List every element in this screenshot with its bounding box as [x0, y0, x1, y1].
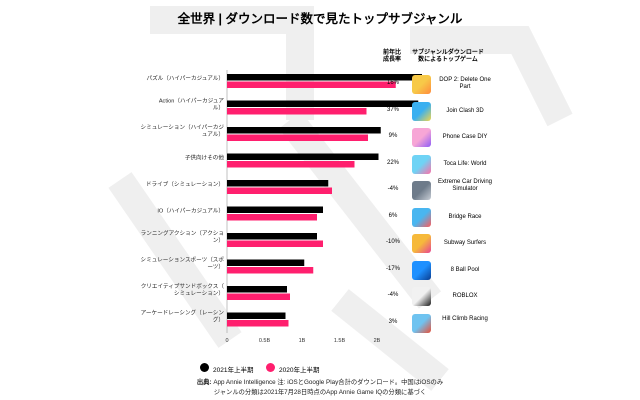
- top-game-name: DOP 2: Delete One Part: [439, 77, 491, 90]
- bar-2020: [227, 214, 317, 221]
- top-game-name: Join Clash 3D: [446, 107, 484, 114]
- yoy-growth-value: 9%: [388, 133, 398, 139]
- yoy-growth-value: 3%: [388, 318, 398, 325]
- footer-source-label: 出典:: [196, 379, 212, 386]
- top-game-name: ROBLOX: [452, 293, 478, 299]
- legend-label-2021: 2021年上半期: [213, 367, 254, 374]
- category-label: クリエイティブサンドボックス（シミュレーション）: [141, 282, 225, 297]
- top-game-name: Toca Life: World: [443, 160, 487, 167]
- bar-2021: [227, 153, 379, 160]
- category-label: 子供向けその他: [185, 154, 225, 162]
- bar-2020: [227, 320, 289, 327]
- hill-climb-icon: [412, 313, 431, 333]
- join-clash-icon: [412, 101, 431, 121]
- bar-2021: [227, 312, 286, 319]
- top-game-name: Subway Surfers: [443, 240, 487, 246]
- roblox-icon: [412, 287, 431, 306]
- 8-ball-pool-icon: [412, 260, 431, 280]
- legend-swatch-2020: [266, 363, 275, 372]
- legend-label-2020: 2020年上半期: [279, 367, 320, 374]
- bar-2021: [227, 180, 329, 187]
- bridge-race-icon: [412, 207, 431, 227]
- yoy-growth-value: -4%: [387, 186, 399, 192]
- bar-2020: [227, 81, 396, 88]
- bar-2020: [227, 161, 355, 168]
- subway-surfers-icon: [412, 234, 431, 253]
- bar-2020: [227, 240, 323, 247]
- legend-swatch-2021: [200, 363, 209, 372]
- page-title: 全世界 | ダウンロード数で見たトップサブジャンル: [177, 12, 463, 26]
- top-game-name: Phone Case DIY: [442, 134, 488, 140]
- top-game-name: Bridge Race: [448, 213, 482, 220]
- yoy-growth-value: -17%: [385, 265, 400, 272]
- bar-2021: [227, 233, 317, 240]
- dop2-icon: [412, 75, 431, 94]
- yoy-growth-value: 37%: [386, 106, 399, 113]
- bar-2020: [227, 293, 290, 300]
- bar-2021: [227, 100, 419, 107]
- bar-2021: [227, 127, 381, 134]
- x-tick-label: 0.5B: [259, 338, 271, 344]
- category-label: ドライブ（シミュレーション）: [146, 180, 224, 188]
- bar-2020: [227, 134, 368, 141]
- top-game-name: Hill Climb Racing: [442, 315, 488, 322]
- category-label: ランニングアクション（アクション）: [141, 229, 224, 244]
- footer-source-text: App Annie Intelligence 注: iOSとGoogle Pla…: [213, 379, 444, 386]
- category-label: IO（ハイパーカジュアル）: [157, 208, 224, 215]
- yoy-growth-value: 6%: [388, 212, 398, 219]
- x-tick-label: 1.5B: [334, 338, 346, 344]
- yoy-growth-value: 16%: [386, 80, 399, 86]
- footer-line-1: 出典: App Annie Intelligence 注: iOSとGoogle…: [0, 377, 640, 386]
- yoy-growth-value: -4%: [387, 292, 399, 298]
- phone-case-icon: [412, 128, 431, 147]
- category-label: パズル（ハイパーカジュアル）: [146, 74, 224, 82]
- category-label: シミュレーションスポーツ（スポーツ）: [141, 256, 225, 271]
- bar-2021: [227, 259, 305, 266]
- x-tick-label: 0: [225, 338, 228, 344]
- yoy-growth-value: -10%: [385, 239, 400, 245]
- top-game-name: Extreme Car Driving Simulator: [437, 179, 492, 192]
- yoy-column-header: 前年比成長率: [383, 50, 402, 63]
- bar-2021: [227, 286, 287, 293]
- bar-2020: [227, 267, 314, 274]
- category-label: Action（ハイパーカジュアル）: [159, 98, 225, 112]
- bar-2021: [227, 74, 422, 81]
- x-tick-label: 2B: [374, 338, 381, 344]
- toca-life-icon: [412, 154, 431, 174]
- category-label: シミュレーション（ハイパーカジュアル）: [141, 124, 225, 138]
- car-driving-icon: [412, 181, 431, 200]
- bar-2021: [227, 206, 323, 213]
- footer-line-2: ジャンルの分類は2021年7月28日時点のApp Annie Game IQの分…: [213, 389, 427, 396]
- bar-2020: [227, 108, 367, 115]
- yoy-growth-value: 22%: [386, 159, 399, 166]
- top-game-column-header: サブジャンルダウンロード数によるトップゲーム: [412, 50, 484, 63]
- bar-2020: [227, 187, 332, 194]
- category-label: アーケードレーシング（レーシング）: [141, 309, 225, 324]
- top-game-name: 8 Ball Pool: [450, 266, 480, 273]
- x-tick-label: 1B: [299, 338, 306, 344]
